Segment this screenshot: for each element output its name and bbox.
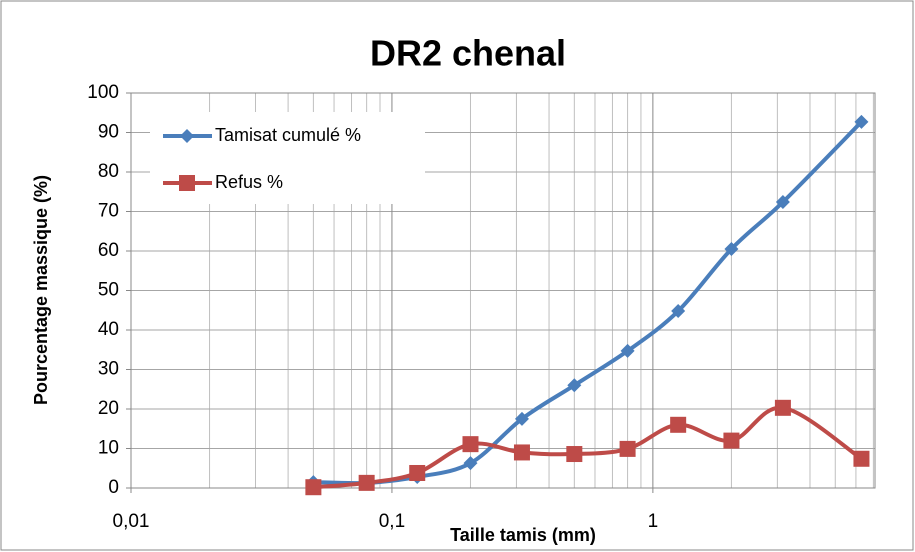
data-point	[305, 479, 322, 496]
y-tick-label: 30	[98, 359, 119, 380]
y-tick-label: 40	[98, 319, 119, 340]
data-point	[619, 440, 636, 457]
y-tick-label: 50	[98, 280, 119, 301]
data-point	[854, 114, 869, 129]
y-tick-label: 90	[98, 122, 119, 143]
data-point	[462, 436, 479, 453]
y-tick-label: 80	[98, 161, 119, 182]
legend	[150, 112, 425, 204]
y-tick-label: 60	[98, 240, 119, 261]
data-point	[670, 416, 687, 433]
data-point	[566, 446, 583, 463]
data-point	[409, 464, 426, 481]
data-point	[724, 242, 739, 257]
data-point	[358, 474, 375, 491]
y-axis-label: Pourcentage massique (%)	[31, 175, 51, 405]
y-tick-label: 10	[98, 438, 119, 459]
plot-border	[130, 92, 876, 489]
x-tick-label: 0,01	[113, 511, 150, 532]
y-tick-label: 20	[98, 398, 119, 419]
data-point	[853, 450, 870, 467]
x-tick-label: 1	[648, 511, 659, 532]
data-point	[567, 378, 582, 393]
data-point	[514, 411, 529, 426]
legend-label: Tamisat cumulé %	[215, 125, 361, 145]
data-point	[463, 456, 478, 471]
x-axis-label: Taille tamis (mm)	[450, 525, 596, 545]
y-tick-label: 70	[98, 201, 119, 222]
legend-label: Refus %	[215, 172, 283, 192]
data-point	[775, 195, 790, 210]
data-point	[513, 444, 530, 461]
legend-marker	[180, 129, 194, 143]
plot	[305, 114, 870, 496]
legend-marker	[179, 175, 195, 191]
data-point	[723, 432, 740, 449]
data-point	[620, 343, 635, 358]
data-point	[774, 399, 791, 416]
y-tick-label: 0	[108, 477, 119, 498]
x-tick-label: 0,1	[379, 511, 405, 532]
data-point	[671, 304, 686, 319]
y-tick-label: 100	[87, 82, 119, 103]
chart-title: DR2 chenal	[370, 33, 566, 74]
